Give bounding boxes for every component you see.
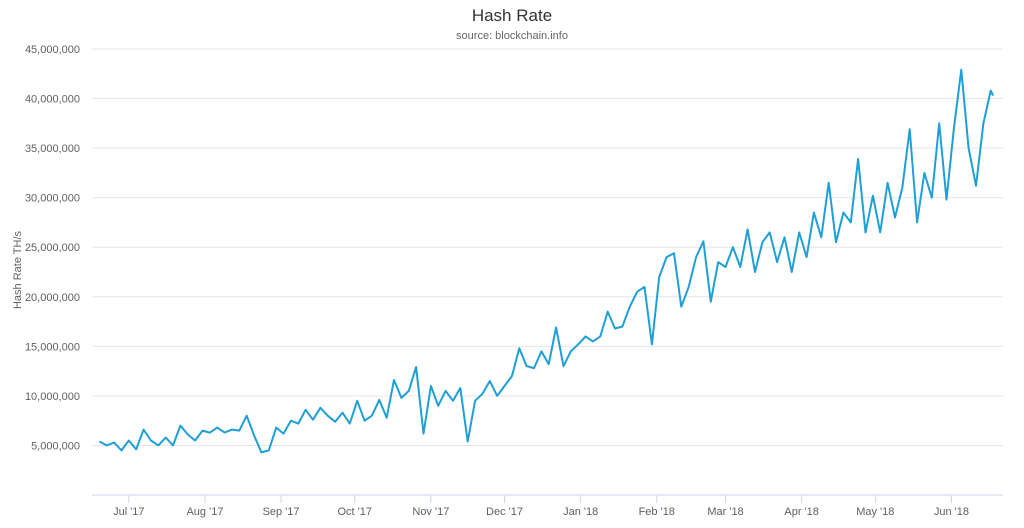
y-tick-label: 30,000,000 <box>25 193 80 205</box>
y-tick-label: 20,000,000 <box>25 292 80 304</box>
grid-lines <box>92 48 1003 446</box>
y-tick-label: 25,000,000 <box>25 242 80 254</box>
x-tick-label: Oct '17 <box>337 506 372 518</box>
y-tick-label: 40,000,000 <box>25 94 80 106</box>
x-tick-label: Jun '18 <box>934 506 969 518</box>
y-tick-label: 45,000,000 <box>25 44 80 56</box>
y-tick-label: 10,000,000 <box>25 391 80 403</box>
x-tick-label: Feb '18 <box>639 506 675 518</box>
y-tick-label: 5,000,000 <box>31 440 80 452</box>
y-axis-title: Hash Rate TH/s <box>12 230 24 309</box>
hash-rate-line <box>98 68 995 454</box>
x-tick-label: Jan '18 <box>563 506 598 518</box>
x-tick-label: May '18 <box>856 506 894 518</box>
x-tick-label: Aug '17 <box>186 506 223 518</box>
chart-title: Hash Rate <box>471 6 553 25</box>
y-axis-ticks: 5,000,000 10,000,000 15,000,000 20,000,000 2… <box>25 44 80 452</box>
x-tick-label: Dec '17 <box>486 506 523 518</box>
series-group <box>98 68 995 454</box>
x-tick-label: Mar '18 <box>707 506 743 518</box>
x-tick-label: Jul '17 <box>113 506 144 518</box>
x-axis-ticks: Jul '17 Aug '17 Sep '17 Oct '17 Nov '17 Dec '… <box>113 495 969 518</box>
x-tick-label: Apr '18 <box>784 506 819 518</box>
y-tick-label: 15,000,000 <box>25 341 80 353</box>
x-tick-label: Nov '17 <box>412 506 449 518</box>
chart-subtitle: source: blockchain.info <box>456 30 568 42</box>
x-tick-label: Sep '17 <box>263 506 300 518</box>
y-tick-label: 35,000,000 <box>25 143 80 155</box>
